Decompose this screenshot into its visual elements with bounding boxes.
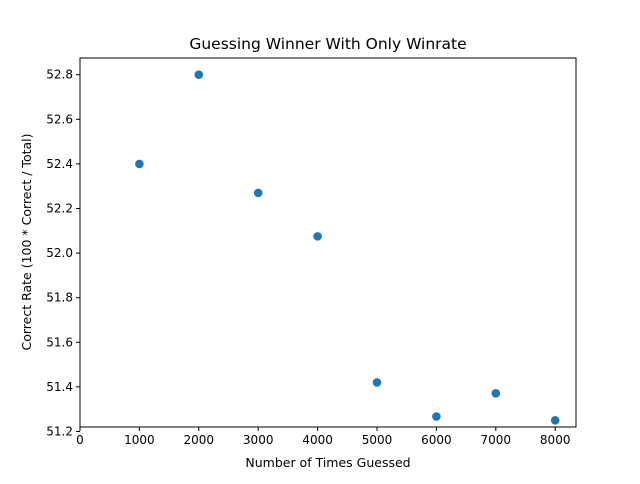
x-tick-label: 4000 <box>302 433 333 447</box>
x-tick-label: 0 <box>76 433 84 447</box>
y-tick-label: 52.2 <box>46 201 73 215</box>
x-tick-label: 1000 <box>124 433 155 447</box>
x-tick-label: 2000 <box>184 433 215 447</box>
data-point <box>432 412 441 421</box>
data-point <box>372 378 382 387</box>
y-tick-label: 52.0 <box>46 246 73 260</box>
y-tick-label: 51.6 <box>46 335 73 349</box>
y-tick-label: 51.8 <box>46 291 73 305</box>
y-tick-label: 52.6 <box>46 112 73 126</box>
x-axis-ticks: 0 1000 2000 3000 4000 5000 6000 7000 8000 <box>76 427 570 447</box>
data-point <box>194 70 204 80</box>
x-tick-label: 7000 <box>481 433 512 447</box>
y-tick-label: 52.8 <box>46 68 73 82</box>
data-point <box>253 188 263 198</box>
y-axis-label: Correct Rate (100 * Correct / Total) <box>19 133 34 350</box>
data-point <box>550 416 560 425</box>
data-points <box>135 70 560 425</box>
x-tick-label: 3000 <box>243 433 274 447</box>
y-tick-label: 51.2 <box>46 424 73 438</box>
y-axis-ticks: 51.2 51.4 51.6 51.8 52.0 52.2 52.4 52.6 52.8 <box>46 68 80 438</box>
x-tick-label: 5000 <box>362 433 393 447</box>
chart-title: Guessing Winner With Only Winrate <box>189 35 466 53</box>
y-tick-label: 52.4 <box>46 157 73 171</box>
data-point <box>491 389 501 398</box>
data-point <box>313 232 322 241</box>
data-point <box>135 159 144 169</box>
x-tick-label: 6000 <box>421 433 452 447</box>
x-tick-label: 8000 <box>540 433 571 447</box>
y-tick-label: 51.4 <box>46 380 73 394</box>
plot-frame <box>79 57 577 428</box>
x-axis-label: Number of Times Guessed <box>245 455 410 470</box>
